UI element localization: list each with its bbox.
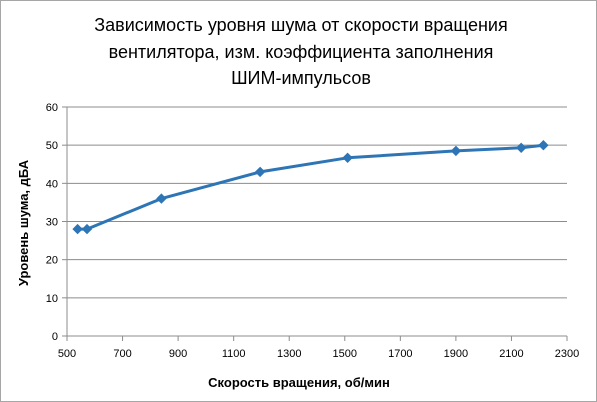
x-tick-labels: 500 700 900 1100 1300 1500 1700 1900 2100 2300 xyxy=(58,348,579,360)
x-axis-title: Скорость вращения, об/мин xyxy=(208,375,390,390)
series-line xyxy=(77,143,544,231)
x-tick-label: 1100 xyxy=(222,348,246,360)
chart-title-line-1: Зависимость уровня шума от скорости вращ… xyxy=(94,15,507,35)
data-point-marker xyxy=(81,223,93,235)
series-group xyxy=(72,139,549,235)
data-point-marker xyxy=(342,152,353,164)
data-point-marker xyxy=(515,142,527,154)
y-tick-label: 30 xyxy=(46,217,58,229)
y-tick-label: 0 xyxy=(52,331,58,343)
y-tick-label: 20 xyxy=(46,255,58,267)
chart-title-line-2: вентилятора, изм. коэффициента заполнени… xyxy=(109,42,494,62)
y-tick-label: 50 xyxy=(46,140,58,152)
x-tick-label: 1700 xyxy=(388,348,412,360)
x-tick-label: 500 xyxy=(58,348,76,360)
data-point-marker xyxy=(156,193,167,204)
data-point-marker xyxy=(538,139,549,151)
x-tick-label: 1300 xyxy=(277,348,301,360)
x-tick-label: 1500 xyxy=(333,348,357,360)
chart-title-line-3: ШИМ-импульсов xyxy=(231,68,371,88)
x-tick-label: 1900 xyxy=(444,348,468,360)
data-point-marker xyxy=(72,223,83,235)
x-tick-label: 2100 xyxy=(499,348,523,360)
data-point-marker xyxy=(254,166,266,178)
chart-title: Зависимость уровня шума от скорости вращ… xyxy=(94,15,507,88)
y-tick-label: 40 xyxy=(46,178,58,190)
y-tick-label: 10 xyxy=(46,293,58,305)
y-tick-labels: 0 10 20 30 40 50 60 xyxy=(46,102,58,343)
x-tick-label: 2300 xyxy=(555,348,579,360)
axes xyxy=(62,106,568,341)
y-tick-label: 60 xyxy=(46,102,58,114)
gridlines xyxy=(67,106,567,299)
y-axis-title: Уровень шума, дБА xyxy=(16,159,31,286)
data-point-marker xyxy=(450,145,462,157)
x-tick-label: 900 xyxy=(169,348,187,360)
x-tick-label: 700 xyxy=(113,348,131,360)
